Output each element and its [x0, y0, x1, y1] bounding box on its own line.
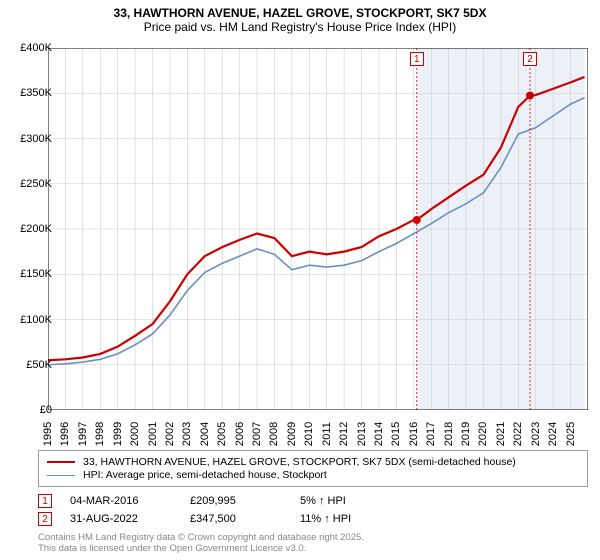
xtick-label: 2012 [338, 422, 350, 446]
xtick-label: 1996 [59, 422, 71, 446]
xtick-label: 2024 [547, 422, 559, 446]
xtick-label: 2016 [408, 422, 420, 446]
ytick-label: £400K [20, 42, 52, 54]
legend-label: 33, HAWTHORN AVENUE, HAZEL GROVE, STOCKP… [83, 456, 516, 468]
xtick-label: 2007 [251, 422, 263, 446]
xtick-label: 2025 [565, 422, 577, 446]
xtick-label: 2004 [199, 422, 211, 446]
title-address: 33, HAWTHORN AVENUE, HAZEL GROVE, STOCKP… [10, 6, 590, 20]
xtick-label: 2010 [303, 422, 315, 446]
ytick-label: £350K [20, 87, 52, 99]
xtick-label: 1995 [42, 422, 54, 446]
chart-area [48, 48, 588, 410]
footer-line2: This data is licensed under the Open Gov… [38, 543, 364, 554]
sale-row-pct: 11% ↑ HPI [300, 513, 400, 525]
footer-attribution: Contains HM Land Registry data © Crown c… [38, 532, 364, 555]
ytick-label: £300K [20, 133, 52, 145]
xtick-label: 1999 [112, 422, 124, 446]
legend-label: HPI: Average price, semi-detached house,… [83, 469, 327, 481]
sale-marker-1: 1 [410, 52, 424, 66]
sale-row-marker: 1 [38, 494, 52, 508]
chart-title: 33, HAWTHORN AVENUE, HAZEL GROVE, STOCKP… [0, 0, 600, 36]
xtick-label: 2006 [234, 422, 246, 446]
xtick-label: 2014 [373, 422, 385, 446]
ytick-label: £200K [20, 223, 52, 235]
sale-row: 2 31-AUG-2022£347,50011% ↑ HPI [38, 510, 400, 528]
sale-row-marker: 2 [38, 512, 52, 526]
xtick-label: 1997 [77, 422, 89, 446]
xtick-label: 2005 [216, 422, 228, 446]
sale-row: 1 04-MAR-2016£209,9955% ↑ HPI [38, 492, 400, 510]
xtick-label: 1998 [94, 422, 106, 446]
legend-swatch [47, 461, 75, 463]
xtick-label: 2003 [181, 422, 193, 446]
legend: 33, HAWTHORN AVENUE, HAZEL GROVE, STOCKP… [38, 450, 588, 487]
xtick-label: 2008 [268, 422, 280, 446]
sale-row-date: 04-MAR-2016 [70, 495, 190, 507]
xtick-label: 2013 [356, 422, 368, 446]
plot-svg [48, 48, 588, 410]
xtick-label: 2022 [512, 422, 524, 446]
xtick-label: 2009 [286, 422, 298, 446]
ytick-label: £0 [40, 404, 52, 416]
xtick-label: 2001 [147, 422, 159, 446]
ytick-label: £100K [20, 314, 52, 326]
sale-marker-2: 2 [523, 52, 537, 66]
sale-row-pct: 5% ↑ HPI [300, 495, 400, 507]
footer-line1: Contains HM Land Registry data © Crown c… [38, 532, 364, 543]
xtick-label: 2020 [477, 422, 489, 446]
xtick-label: 2000 [129, 422, 141, 446]
legend-swatch [47, 475, 75, 476]
legend-item: 33, HAWTHORN AVENUE, HAZEL GROVE, STOCKP… [47, 456, 579, 468]
xtick-label: 2019 [460, 422, 472, 446]
legend-item: HPI: Average price, semi-detached house,… [47, 469, 579, 481]
title-subtitle: Price paid vs. HM Land Registry's House … [10, 20, 590, 34]
sale-row-date: 31-AUG-2022 [70, 513, 190, 525]
sale-details: 1 04-MAR-2016£209,9955% ↑ HPI 2 31-AUG-2022… [38, 492, 400, 528]
ytick-label: £250K [20, 178, 52, 190]
xtick-label: 2011 [321, 422, 333, 446]
xtick-label: 2021 [495, 422, 507, 446]
xtick-label: 2023 [530, 422, 542, 446]
xtick-label: 2015 [390, 422, 402, 446]
xtick-label: 2017 [425, 422, 437, 446]
sale-row-price: £347,500 [190, 513, 300, 525]
sale-row-price: £209,995 [190, 495, 300, 507]
ytick-label: £150K [20, 268, 52, 280]
xtick-label: 2002 [164, 422, 176, 446]
ytick-label: £50K [26, 359, 52, 371]
xtick-label: 2018 [443, 422, 455, 446]
